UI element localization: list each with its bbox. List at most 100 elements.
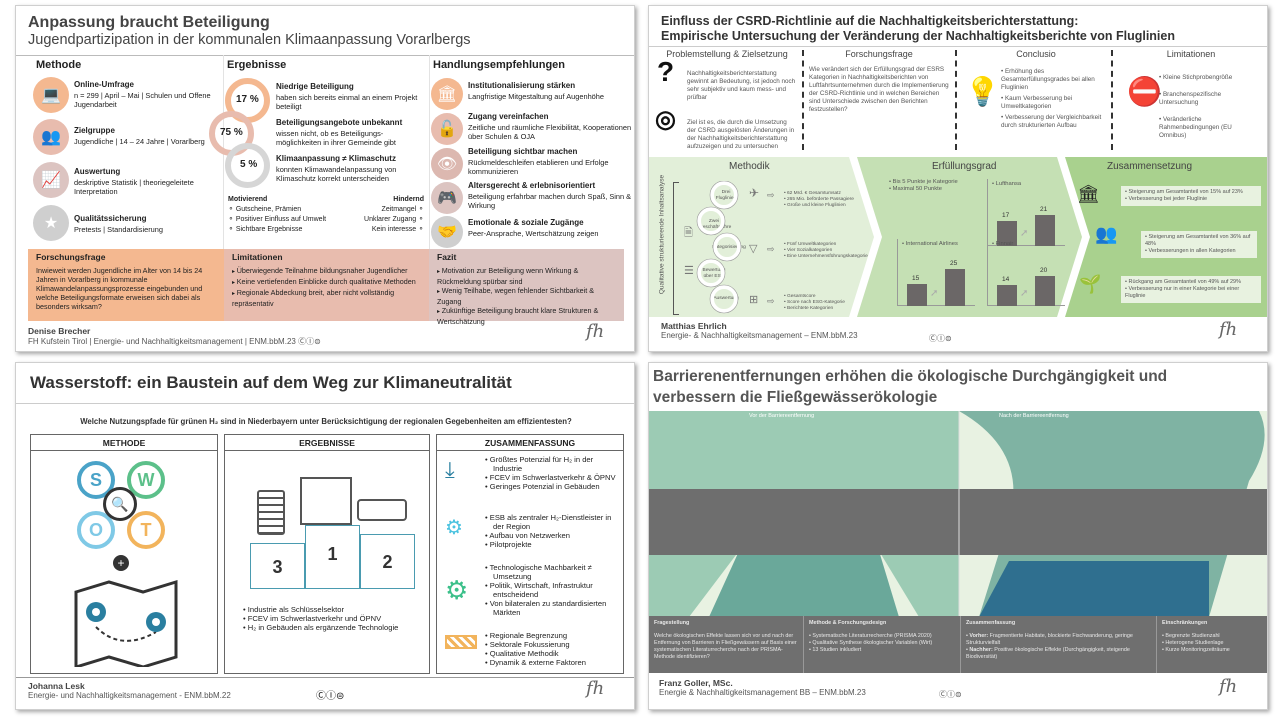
institution-icon: 🏛 xyxy=(1077,184,1100,204)
fh-logo: fh xyxy=(1219,319,1238,340)
laptop-icon: 💻 xyxy=(33,77,69,113)
research-question: Welche Nutzungspfade für grünen H₂ sind … xyxy=(80,417,572,426)
zusammensetzung-title: Zusammensetzung xyxy=(1107,161,1193,172)
methodik-notes: • Gesamtscore • Score nach ESG-Kategorie •… xyxy=(784,294,845,311)
fazit-box: FazitMotivation zur Beteiligung wenn Wir… xyxy=(429,249,624,326)
chart-icon: 📈 xyxy=(33,162,69,198)
table-icon: ⊞ xyxy=(749,294,759,306)
increase-arrow-icon: ➚ xyxy=(930,288,939,299)
poster-wasserstoff: Wasserstoff: ein Baustein auf dem Weg zu… xyxy=(15,362,635,710)
poster-subtitle: Jugendpartizipation in der kommunalen Kl… xyxy=(28,32,471,48)
percentage: 5 % xyxy=(240,159,258,170)
fh-logo: fh xyxy=(586,678,605,699)
factory-icon xyxy=(300,477,352,525)
footer: Matthias Ehrlich Energie- & Nachhaltigkei… xyxy=(661,321,858,340)
zusammenfassung-box: ZUSAMMENFASSUNG ⤓ Größtes Potenzial für … xyxy=(436,434,624,674)
plus-icon: + xyxy=(113,555,129,571)
limitationen-box: LimitationenÜberwiegende Teilnahme bildu… xyxy=(224,249,429,321)
airline-label: • International Airlines xyxy=(902,241,958,247)
poster-title: Einfluss der CSRD-Richtlinie auf die Nac… xyxy=(661,14,1175,43)
environment-box: • Rückgang am Gesamtanteil von 49% auf 2… xyxy=(1121,276,1261,303)
ergebnis-item: Niedrige Beteiligung haben sich bereits e… xyxy=(276,82,418,111)
podium-rank: 1 xyxy=(305,525,360,589)
footer: Denise Brecher FH Kufstein Tirol | Energi… xyxy=(28,326,321,346)
chart-axis xyxy=(897,239,975,306)
methodik-chevron xyxy=(649,157,874,317)
people-icon: 👥 xyxy=(33,119,69,155)
question-icon: ? xyxy=(657,56,675,87)
column-header-methode: Methode xyxy=(36,59,82,71)
ergebnis-item: Klimaanpassung ≠ Klimaschutz konnten Klim… xyxy=(276,154,397,183)
methode-item: Auswertung deskriptive Statistik | theori… xyxy=(74,167,194,196)
limitationen-section: Limitationen ⛔ • Kleine Stichprobengröße… xyxy=(1127,49,1233,140)
divider xyxy=(802,50,804,150)
building-icon xyxy=(257,490,285,535)
brace xyxy=(673,182,679,315)
methode-item: Zielgruppe Jugendliche | 14 – 24 Jahre | … xyxy=(74,126,205,146)
step-label: Bewertung über ESG xyxy=(702,268,726,279)
empfehlung-item: Zugang vereinfachen Zeitliche und räumlic… xyxy=(468,112,632,141)
bar-after xyxy=(945,268,965,306)
poster-title: Barrierenentfernungen erhöhen die ökolog… xyxy=(653,368,1168,406)
truck-icon xyxy=(357,499,407,521)
ring-5 xyxy=(225,143,270,188)
governance-box: • Steigerung am Gesamtanteil von 15% auf… xyxy=(1121,186,1261,206)
document-icon: 🗎 xyxy=(684,227,693,239)
ergebnis-item: Beteiligungsangebote unbekannt wissen nic… xyxy=(276,118,403,147)
cc-license-icon: ⒸⒾ⊜ xyxy=(939,690,962,699)
increase-arrow-icon: ➚ xyxy=(1020,288,1029,299)
before-label: Vor der Barriereentfernung xyxy=(749,413,815,419)
methode-box: Methode & ForschungsdesignSystematische … xyxy=(804,616,961,673)
fh-logo: fh xyxy=(1219,676,1238,697)
poster-csrd: Einfluss der CSRD-Richtlinie auf die Nac… xyxy=(648,5,1268,352)
lightbulb-icon: 💡 xyxy=(965,76,1000,107)
bar-after xyxy=(1035,276,1055,306)
swot-s: S xyxy=(77,461,115,499)
ergebnisse-box: ERGEBNISSE 3 1 2 Industrie als Schlüssel… xyxy=(224,434,430,674)
map-icon xyxy=(74,579,178,667)
bar-after xyxy=(1035,214,1055,246)
footer: Johanna Lesk Energie- und Nachhaltigkeits… xyxy=(28,681,231,700)
fh-logo: fh xyxy=(586,321,605,342)
checklist-icon: ☰ xyxy=(684,265,694,277)
target-icon: ◎ xyxy=(655,106,676,133)
magnifier-icon: 🔍 xyxy=(103,487,137,521)
empfehlung-item: Institutionalisierung stärken Langfristig… xyxy=(468,81,605,101)
step-label: Zwei Geschäftsjahre xyxy=(699,219,732,230)
footer: Franz Goller, MSc. Energie & Nachhaltigke… xyxy=(659,678,866,697)
ergebnisse-list: Industrie als SchlüsselsektorFCEV im Sch… xyxy=(243,605,423,632)
cc-license-icon: ⒸⒾ⊜ xyxy=(298,337,321,346)
erfuellungsgrad-notes: • Bis 5 Punkte je Kategorie • Maximal 50 … xyxy=(889,179,958,192)
bar-before xyxy=(997,220,1017,246)
bar-value-label: 17 xyxy=(1002,211,1010,219)
poster-jugendpartizipation: Anpassung braucht Beteiligung Jugendpart… xyxy=(15,5,635,352)
star-icon: ★ xyxy=(33,205,69,241)
airline-label: • Lufthansa xyxy=(992,181,1022,187)
side-label: Qualitative strukturierende Inhaltsanaly… xyxy=(658,174,666,295)
river-illustration xyxy=(649,411,1267,617)
gamepad-icon: 🎮 xyxy=(431,182,463,214)
percentage: 17 % xyxy=(236,94,259,105)
empfehlung-item: Altersgerecht & erlebnisorientiert Beteil… xyxy=(468,181,632,210)
download-target-icon: ⤓ xyxy=(445,457,455,482)
chart-axis xyxy=(987,179,1065,246)
arrow-right-icon: ⇨ xyxy=(767,296,775,306)
arrow-right-icon: ⇨ xyxy=(767,244,775,254)
bar-value-label: 21 xyxy=(1040,205,1048,213)
empfehlung-item: Emotionale & soziale Zugänge Peer-Ansprac… xyxy=(468,218,599,238)
divider xyxy=(429,55,430,250)
motivierend-list: Motivierend ⚬ Gutscheine, Prämien ⚬ Posi… xyxy=(228,196,327,233)
podium-rank: 3 xyxy=(250,543,305,589)
hindernd-list: Hindernd Zeitmangel ⚬ Unklarer Zugang ⚬ … xyxy=(364,196,424,233)
poster-title: Anpassung braucht Beteiligung xyxy=(28,14,270,31)
institution-icon: 🏛 xyxy=(431,78,463,110)
bar-before xyxy=(997,285,1017,306)
erfuellungsgrad-chevron xyxy=(857,157,1082,317)
eye-icon: 👁 xyxy=(431,148,463,180)
bar-before xyxy=(907,283,927,306)
einschraenkungen-box: EinschränkungenBegrenzte StudienzahlHete… xyxy=(1157,616,1267,673)
poster-title: Wasserstoff: ein Baustein auf dem Weg zu… xyxy=(30,373,512,392)
fragestellung-box: Fragestellung Welche ökologischen Effekte… xyxy=(649,616,804,673)
after-label: Nach der Barriereentfernung xyxy=(999,413,1069,419)
increase-arrow-icon: ➚ xyxy=(1020,228,1029,239)
